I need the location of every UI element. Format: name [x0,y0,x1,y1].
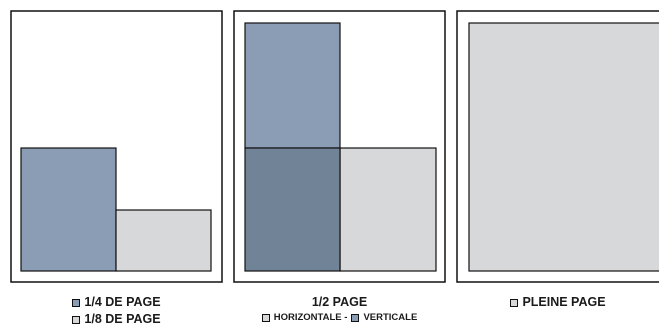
grey-swatch-icon [72,315,81,324]
legend-text-eighth: 1/8 DE PAGE [84,312,161,326]
eighth-page-block [115,209,212,272]
legend-text-quarter: 1/4 DE PAGE [84,295,161,309]
quarter-page-block [20,147,117,272]
grey-swatch-icon [261,314,270,322]
blue-swatch-icon [72,298,81,307]
legend-item-quarter: 1/4 DE PAGE [11,294,222,311]
full-page-block [468,22,659,272]
legend-item-full-page: PLEINE PAGE [457,294,659,311]
legend-items-half-page: HORIZONTALE - VERTICALE [234,311,445,325]
legend-panel-2: 1/2 PAGE HORIZONTALE - VERTICALE [234,294,445,325]
legend-text-full-page: PLEINE PAGE [522,295,606,309]
grey-swatch-icon [510,298,519,307]
legend-panel-3: PLEINE PAGE [457,294,659,311]
horizontal-half-block-right [339,147,437,272]
legend-panel-1: 1/4 DE PAGE 1/8 DE PAGE [11,294,222,328]
blue-swatch-icon [351,314,360,322]
panel-half-page [233,10,446,283]
legend-text-horizontal: HORIZONTALE - [273,312,348,323]
legend-item-eighth: 1/8 DE PAGE [11,311,222,328]
half-page-overlap-block [244,147,341,272]
panel-quarter-eighth [10,10,223,283]
legend-text-vertical: VERTICALE [363,312,418,323]
vertical-half-block-top [244,22,341,149]
legend-title-half-page: 1/2 PAGE [311,295,368,309]
panel-full-page [456,10,659,283]
